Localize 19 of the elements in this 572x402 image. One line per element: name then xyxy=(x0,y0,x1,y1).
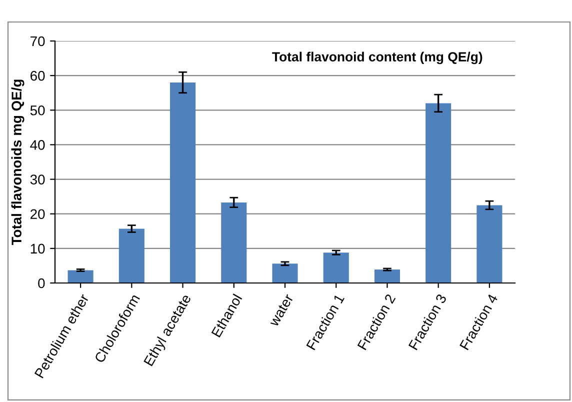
y-tick-label: 30 xyxy=(30,174,45,184)
annotation: Total flavonoid content (mg QE/g) xyxy=(272,52,482,64)
bar xyxy=(68,270,94,283)
y-tick-label: 40 xyxy=(30,140,45,150)
bar xyxy=(170,82,196,283)
bar xyxy=(272,264,298,283)
bar xyxy=(221,202,247,283)
bar xyxy=(426,103,452,283)
y-tick-label: 0 xyxy=(38,278,45,288)
bar xyxy=(323,252,349,283)
bar xyxy=(374,270,400,283)
y-tick-label: 70 xyxy=(30,36,45,46)
bar xyxy=(118,228,144,283)
y-tick-label: 20 xyxy=(30,209,45,220)
y-tick-label: 10 xyxy=(30,244,45,254)
y-tick-label: 50 xyxy=(30,105,45,116)
bar xyxy=(476,205,502,283)
y-tick-label: 60 xyxy=(30,70,45,81)
y-axis-title: Total flavonoids mg QE/g xyxy=(11,80,24,246)
